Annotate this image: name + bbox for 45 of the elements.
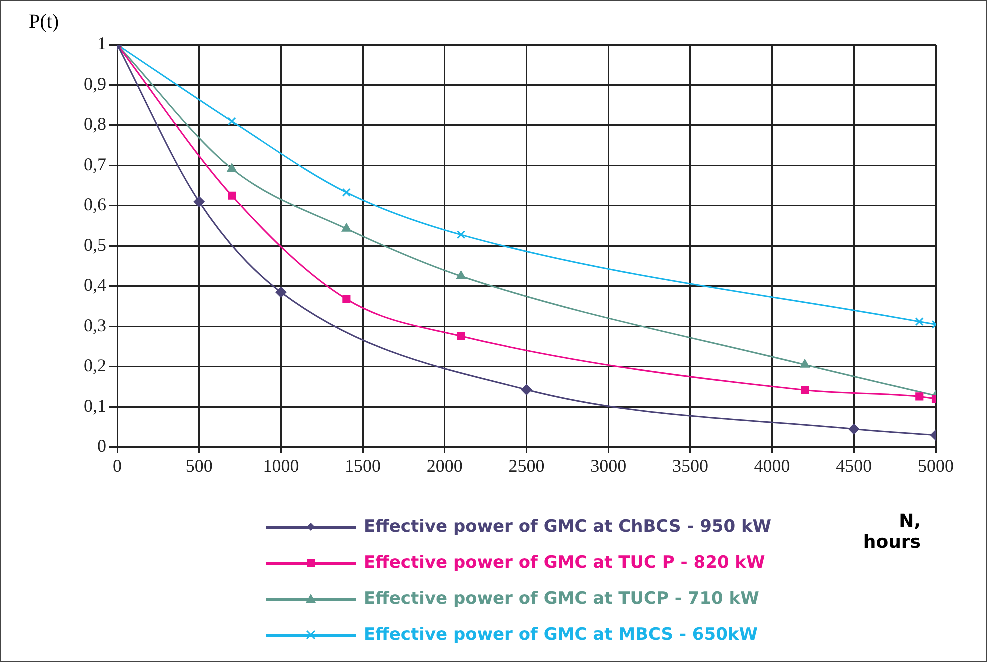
x-tick-label: 4000	[754, 456, 790, 476]
point	[801, 386, 810, 394]
y-tick-label: 0,3	[84, 315, 106, 336]
text: Effective power of GMC at TUCP - 710 kW	[364, 589, 760, 609]
point	[228, 192, 236, 200]
point	[342, 223, 352, 232]
y-tick-label: 0,1	[84, 396, 106, 416]
point	[457, 332, 466, 340]
x-tick-label: 500	[186, 456, 213, 476]
point	[848, 424, 860, 435]
x-tick-label: 2500	[508, 456, 545, 476]
x-tick-label: 0	[113, 456, 122, 476]
point	[276, 286, 287, 298]
text: Effective power of GMC at ChBCS - 950 kW	[364, 517, 772, 537]
x-axis-title: N, hours	[862, 511, 921, 553]
x-tick-label: 2000	[426, 456, 463, 476]
point	[342, 295, 351, 304]
x-tick-label: 3000	[590, 456, 627, 476]
point	[915, 318, 924, 326]
y-tick-label: 0,8	[84, 114, 106, 134]
y-tick-label: 0,5	[84, 234, 106, 255]
y-tick-label: 0,7	[84, 154, 106, 174]
y-tick-label: 0,9	[84, 74, 106, 94]
y-tick-label: 1	[98, 34, 106, 54]
y-tick-label: 0,4	[84, 275, 106, 296]
x-tick-label: 3500	[672, 456, 708, 476]
y-tick-label: 0	[98, 436, 106, 456]
x-tick-label: 1500	[345, 456, 382, 476]
point	[456, 230, 466, 240]
point	[342, 188, 351, 197]
point	[227, 163, 237, 172]
point	[521, 384, 532, 396]
text: Effective power of GMC at MBCS - 650kW	[364, 625, 758, 645]
y-tick-label: 0,6	[84, 194, 106, 215]
point	[456, 270, 466, 280]
point	[916, 392, 924, 401]
point	[194, 196, 205, 208]
y-axis-title: P(t)	[29, 11, 59, 34]
point	[800, 359, 810, 368]
x-tick-label: 1000	[263, 456, 300, 476]
x-tick-label: 4500	[836, 456, 872, 476]
text: Effective power of GMC at TUC P - 820 kW	[364, 553, 766, 573]
x-tick-label: 5000	[918, 456, 954, 476]
point	[228, 117, 236, 126]
y-tick-label: 0,2	[84, 356, 106, 376]
